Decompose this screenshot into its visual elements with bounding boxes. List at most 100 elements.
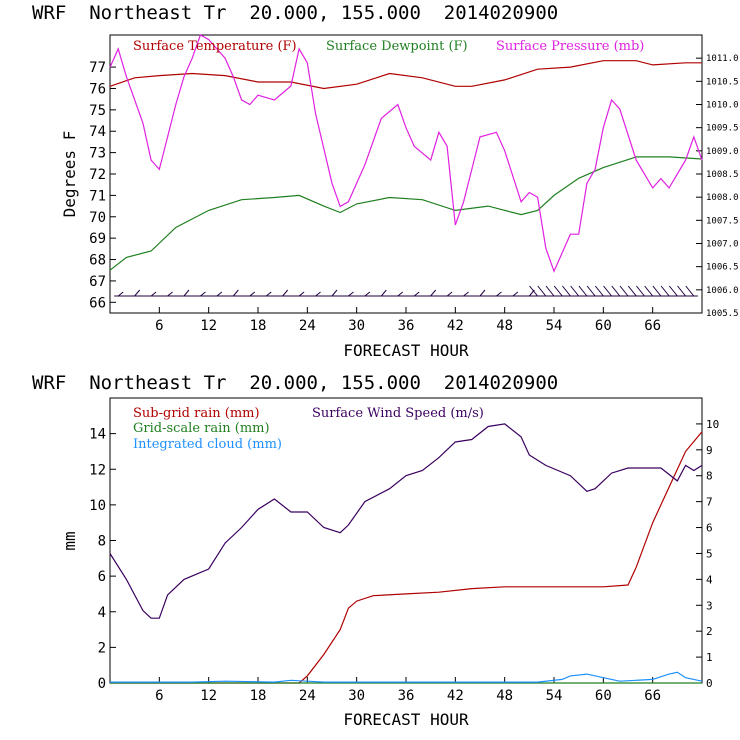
x-tick-label: 6 [155, 318, 163, 334]
wind-barb [636, 285, 645, 297]
y2-tick-label: 2 [706, 625, 713, 638]
wind-barb [315, 291, 321, 297]
y2-tick-label: 7 [706, 496, 713, 509]
legend-surface-wind-speed: Surface Wind Speed (m/s) [312, 406, 484, 421]
wind-barb [430, 289, 437, 297]
wind-barb [134, 289, 141, 297]
x-tick-label: 42 [447, 688, 464, 704]
wind-barb [380, 289, 387, 297]
bottom-panel: 6 12 18 24 30 36 42 48 54 60 660246810121401234567… [60, 397, 719, 729]
wind-barb [446, 291, 453, 297]
y-tick-label: 67 [89, 274, 106, 290]
wind-barb [413, 291, 420, 297]
y-tick-label: 77 [89, 60, 106, 76]
wind-barb [496, 291, 502, 297]
series-line-surface-wind-speed [109, 423, 703, 619]
wind-barb [652, 285, 662, 297]
top-plot-frame [109, 34, 703, 314]
bottom-panel-header: WRF Northeast Tr 20.000, 155.000 2014020… [32, 372, 558, 394]
y2-tick-label: 4 [706, 573, 713, 586]
bottom-series-group [109, 423, 703, 684]
top-series-group [109, 34, 703, 273]
y-tick-label: 68 [89, 253, 106, 269]
y-tick-label: 74 [89, 124, 106, 140]
wind-barb [529, 285, 538, 297]
y2-tick-label: 1009.0 [706, 147, 739, 157]
y-tick-label: 0 [98, 676, 106, 692]
wind-barb [348, 291, 354, 297]
y-tick-label: 75 [89, 103, 106, 119]
top-panel: 6 12 18 24 30 36 42 48 54 60 66 66 67 68 69 70 71 72 73 74 7… [60, 34, 739, 360]
wind-barb [677, 285, 686, 297]
y-tick-label: 69 [89, 231, 106, 247]
y2-tick-label: 1006.5 [706, 263, 739, 273]
wind-barb [249, 291, 256, 297]
y2-tick-label: 10 [706, 418, 719, 431]
x-tick-label: 66 [644, 688, 661, 704]
wind-barb [117, 291, 124, 297]
series-line-surface-temperature [109, 60, 702, 90]
x-tick-label: 66 [644, 318, 661, 334]
y2-tick-label: 1011.0 [706, 54, 739, 64]
y-tick-label: 70 [89, 210, 106, 226]
y2-tick-label: 3 [706, 599, 713, 612]
wind-barb [627, 285, 637, 297]
y2-tick-label: 8 [706, 470, 713, 483]
wind-barb [298, 291, 305, 297]
legend-surface-temperature: Surface Temperature (F) [133, 39, 297, 54]
y-tick-label: 6 [98, 569, 106, 585]
wind-barb [479, 289, 486, 297]
y-tick-label: 8 [98, 534, 106, 550]
y2-tick-label: 6 [706, 522, 713, 535]
y-tick-label: 72 [89, 167, 106, 183]
series-line-surface-pressure [109, 34, 703, 273]
wind-barb [397, 291, 404, 297]
top-axis-ticks: 6 12 18 24 30 36 42 48 54 60 66 66 67 68 69 70 71 72 73 74 7… [89, 54, 738, 334]
legend-subgrid-rain: Sub-grid rain (mm) [133, 406, 260, 421]
bottom-axis-ticks: 6 12 18 24 30 36 42 48 54 60 660246810121401234567… [89, 418, 719, 704]
y2-tick-label: 1007.5 [706, 216, 739, 226]
y-tick-label: 2 [98, 640, 106, 656]
y-tick-label: 71 [89, 188, 106, 204]
y2-tick-label: 1008.0 [706, 193, 739, 203]
y2-tick-label: 1005.5 [706, 309, 739, 319]
x-tick-label: 12 [200, 688, 217, 704]
wind-barb [537, 285, 547, 297]
wind-barb [660, 285, 670, 297]
wind-barb [562, 285, 571, 297]
x-tick-label: 48 [496, 688, 513, 704]
y2-tick-label: 1 [706, 651, 713, 664]
y2-tick-label: 1010.0 [706, 101, 739, 111]
wind-barb [570, 285, 580, 297]
bottom-y-axis-label: mm [60, 531, 79, 550]
x-tick-label: 24 [299, 688, 316, 704]
wind-barb [578, 285, 588, 297]
bottom-x-axis-label: FORECAST HOUR [343, 710, 469, 729]
wind-barb [364, 291, 371, 297]
series-line-integrated-cloud [110, 671, 703, 683]
y2-tick-label: 5 [706, 547, 713, 560]
x-tick-label: 18 [250, 318, 267, 334]
series-line-sub-grid-rain [110, 431, 703, 684]
wind-barb [216, 291, 223, 297]
y2-tick-label: 1008.5 [706, 170, 739, 180]
top-y-axis-label: Degrees F [60, 131, 79, 218]
x-tick-label: 54 [546, 688, 563, 704]
wind-barb [167, 291, 173, 297]
y-tick-label: 14 [89, 427, 106, 443]
legend-surface-pressure: Surface Pressure (mb) [496, 39, 644, 54]
wind-barb [668, 285, 678, 297]
x-tick-label: 60 [595, 318, 612, 334]
wind-barb [282, 289, 289, 297]
y-tick-label: 66 [89, 295, 106, 311]
y-tick-label: 12 [89, 462, 106, 478]
y2-tick-label: 9 [706, 444, 713, 457]
y2-tick-label: 1010.5 [706, 77, 739, 87]
x-tick-label: 18 [250, 688, 267, 704]
y2-tick-label: 1009.5 [706, 124, 739, 134]
x-tick-label: 36 [398, 318, 415, 334]
wind-barb [603, 285, 612, 297]
y2-tick-label: 1006.0 [706, 286, 739, 296]
wind-barb [545, 285, 555, 297]
wind-barb [594, 285, 604, 297]
